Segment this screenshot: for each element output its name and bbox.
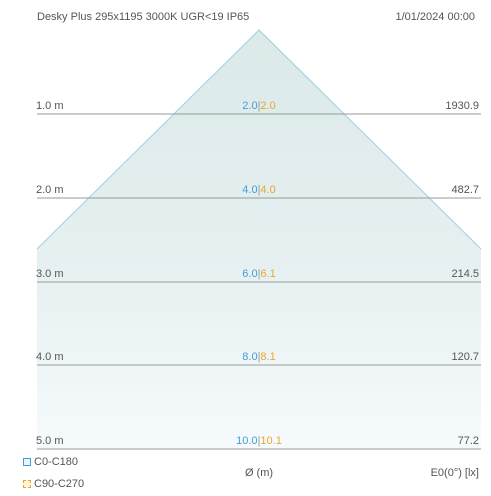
diameter-separator: | (257, 184, 261, 196)
legend-item-c90: C90-C270 (23, 478, 84, 490)
product-title: Desky Plus 295x1195 3000K UGR<19 IP65 (37, 11, 250, 23)
legend-label-c90: C90-C270 (34, 478, 85, 490)
c0-swatch-icon (23, 458, 31, 466)
legend-item-c0: C0-C180 (23, 456, 78, 468)
illuminance-value: 214.5 (451, 268, 479, 280)
c90-swatch-icon (23, 480, 31, 488)
legend-label-c0: C0-C180 (34, 456, 79, 468)
diameter-c90: 2.0 (260, 100, 276, 112)
diameter-separator: | (257, 351, 261, 363)
illuminance-value: 77.2 (457, 435, 479, 447)
beam-diameter: 6.0|6.1 (199, 268, 319, 281)
diameter-c90: 10.1 (260, 435, 282, 447)
beam-diameter: 8.0|8.1 (199, 351, 319, 364)
distance-label: 3.0 m (36, 268, 64, 280)
diameter-c0: 8.0 (242, 351, 258, 363)
report-datetime: 1/01/2024 00:00 (395, 11, 475, 23)
diameter-separator: | (257, 100, 261, 112)
illuminance-value: 482.7 (451, 184, 479, 196)
light-cone-edge (36, 29, 482, 250)
diameter-c90: 6.1 (260, 268, 276, 280)
diameter-c0: 10.0 (236, 435, 258, 447)
beam-diameter: 10.0|10.1 (199, 435, 319, 448)
distance-label: 4.0 m (36, 351, 64, 363)
diameter-separator: | (257, 435, 261, 447)
illuminance-value: 1930.9 (445, 100, 479, 112)
diameter-c0: 2.0 (242, 100, 258, 112)
distance-label: 2.0 m (36, 184, 64, 196)
illuminance-axis-label: E0(0°) [lx] (430, 467, 479, 479)
diameter-c90: 4.0 (260, 184, 276, 196)
beam-diameter: 2.0|2.0 (199, 100, 319, 113)
diameter-c0: 4.0 (242, 184, 258, 196)
distance-label: 5.0 m (36, 435, 64, 447)
light-cone-area (37, 30, 481, 449)
diameter-c0: 6.0 (242, 268, 258, 280)
diameter-c90: 8.1 (260, 351, 276, 363)
beam-diameter: 4.0|4.0 (199, 184, 319, 197)
distance-label: 1.0 m (36, 100, 64, 112)
diameter-axis-label: Ø (m) (244, 467, 274, 479)
diameter-separator: | (257, 268, 261, 280)
illuminance-value: 120.7 (451, 351, 479, 363)
